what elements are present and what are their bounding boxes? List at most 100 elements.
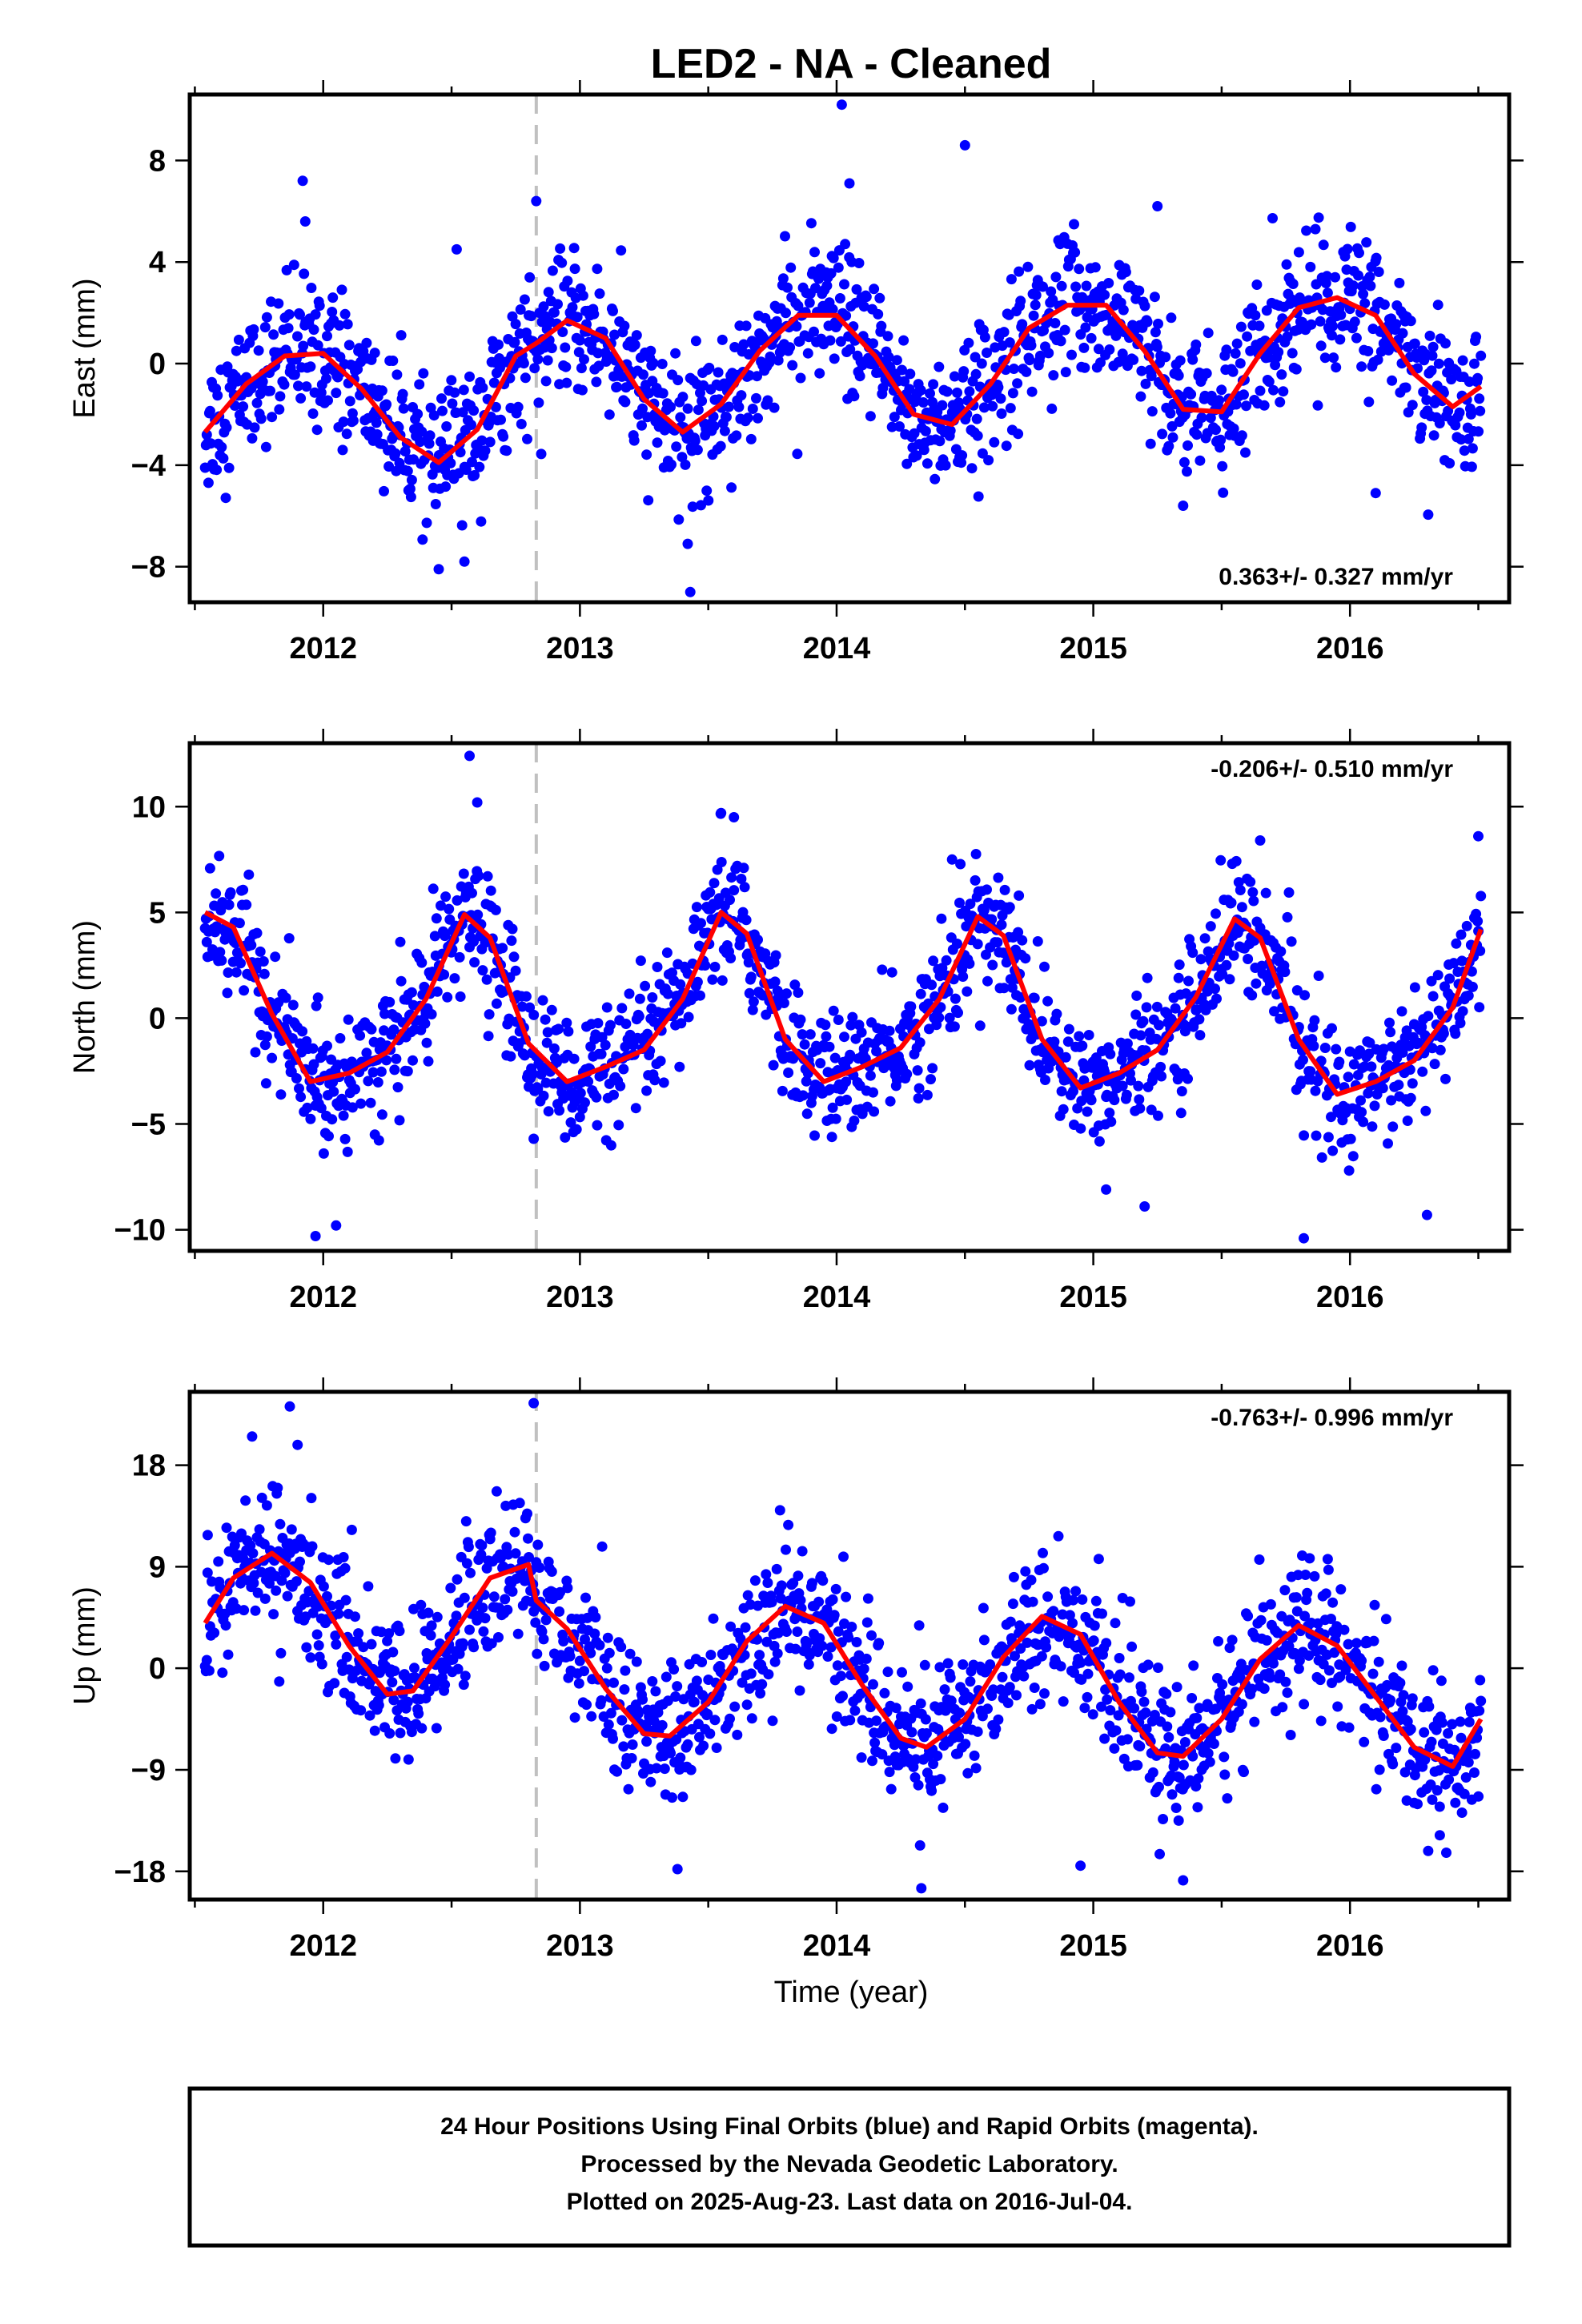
- east-data-point: [1278, 386, 1289, 397]
- east-data-point: [1400, 382, 1411, 393]
- north-data-point: [821, 1031, 832, 1042]
- east-data-point: [693, 404, 704, 416]
- east-data-point: [809, 247, 820, 258]
- east-data-point: [958, 366, 970, 377]
- up-data-point: [665, 1747, 676, 1759]
- east-data-point: [742, 412, 753, 424]
- up-data-point: [861, 1617, 873, 1628]
- north-data-point: [1269, 1006, 1279, 1017]
- east-data-point: [466, 420, 476, 430]
- up-data-point: [1114, 1653, 1125, 1663]
- north-data-point: [311, 1000, 322, 1011]
- east-data-point: [203, 477, 214, 489]
- east-data-point: [342, 319, 353, 330]
- north-data-point: [442, 991, 453, 1003]
- north-data-point: [1313, 971, 1324, 981]
- up-data-point: [1474, 1705, 1485, 1716]
- east-data-point: [1450, 420, 1461, 431]
- north-data-point: [1199, 933, 1211, 944]
- north-data-point: [1427, 991, 1439, 1002]
- north-data-point: [839, 1031, 849, 1043]
- north-data-point: [454, 951, 465, 963]
- up-data-point: [843, 1632, 854, 1643]
- up-data-point: [432, 1611, 443, 1622]
- up-data-point: [389, 1666, 400, 1676]
- east-data-point: [1007, 388, 1018, 399]
- north-data-point: [234, 918, 245, 929]
- up-data-point: [458, 1679, 469, 1691]
- east-data-point: [1008, 364, 1019, 374]
- north-x-tick-label: 2012: [289, 1281, 357, 1314]
- north-data-point: [667, 967, 677, 979]
- north-data-point: [395, 936, 406, 947]
- east-data-point: [592, 263, 603, 275]
- north-data-point: [1017, 935, 1028, 946]
- east-data-point: [853, 258, 865, 268]
- up-data-point: [460, 1516, 472, 1527]
- up-data-point: [507, 1586, 518, 1597]
- up-data-point: [988, 1684, 999, 1695]
- up-data-point: [831, 1711, 842, 1722]
- north-y-tick-label: 10: [132, 790, 166, 824]
- up-data-point: [1068, 1594, 1078, 1606]
- east-data-point: [609, 329, 620, 340]
- north-data-point: [366, 1023, 377, 1035]
- north-data-point: [741, 915, 752, 926]
- east-data-point: [1331, 362, 1342, 373]
- up-data-point: [1473, 1791, 1484, 1802]
- up-data-point: [978, 1634, 990, 1646]
- east-data-point: [1117, 348, 1128, 360]
- up-data-point: [1434, 1801, 1445, 1812]
- east-data-point: [449, 387, 460, 398]
- east-data-point: [915, 384, 926, 396]
- east-data-point: [1263, 352, 1274, 363]
- north-data-point: [1457, 1006, 1468, 1017]
- up-data-point: [1335, 1584, 1347, 1595]
- up-data-point: [1374, 1764, 1385, 1775]
- east-data-point: [1153, 318, 1163, 329]
- east-data-point: [976, 358, 987, 369]
- up-data-point: [413, 1708, 424, 1719]
- up-data-point: [885, 1783, 897, 1795]
- up-data-point: [338, 1552, 349, 1562]
- up-data-point: [742, 1590, 753, 1601]
- up-data-point: [603, 1719, 614, 1731]
- north-data-point: [635, 955, 646, 967]
- east-data-point: [1191, 429, 1203, 440]
- east-data-point: [1070, 247, 1081, 258]
- north-data-point: [1106, 1116, 1117, 1128]
- north-data-point: [1455, 1018, 1466, 1028]
- east-data-point: [314, 300, 325, 312]
- north-data-point: [886, 967, 897, 978]
- up-data-point: [1371, 1783, 1382, 1795]
- up-data-point: [333, 1608, 344, 1619]
- up-data-point: [259, 1593, 271, 1604]
- east-outlier-point: [1178, 501, 1189, 511]
- north-data-point: [507, 923, 518, 935]
- east-data-point: [223, 462, 235, 473]
- north-data-point: [901, 1068, 913, 1080]
- east-x-tick-label: 2015: [1059, 632, 1127, 665]
- up-data-point: [1109, 1743, 1120, 1754]
- up-data-point: [766, 1597, 777, 1608]
- north-data-point: [778, 998, 789, 1008]
- up-data-point: [1423, 1701, 1435, 1712]
- east-data-point: [259, 322, 271, 333]
- east-data-point: [1305, 261, 1316, 272]
- east-data-point: [299, 268, 310, 279]
- north-y-tick-label: −10: [114, 1214, 166, 1248]
- east-data-point: [1273, 347, 1284, 358]
- east-data-point: [458, 384, 469, 396]
- up-data-point: [1285, 1730, 1296, 1740]
- up-data-point: [825, 1642, 837, 1653]
- up-data-point: [675, 1752, 686, 1763]
- east-data-point: [1315, 340, 1327, 352]
- east-data-point: [1196, 412, 1207, 423]
- up-axis-frame: [187, 1389, 1512, 1902]
- north-data-point: [1315, 1055, 1327, 1067]
- north-data-point: [355, 1098, 367, 1109]
- north-data-point: [575, 1088, 586, 1099]
- north-x-tick-label: 2013: [546, 1281, 614, 1314]
